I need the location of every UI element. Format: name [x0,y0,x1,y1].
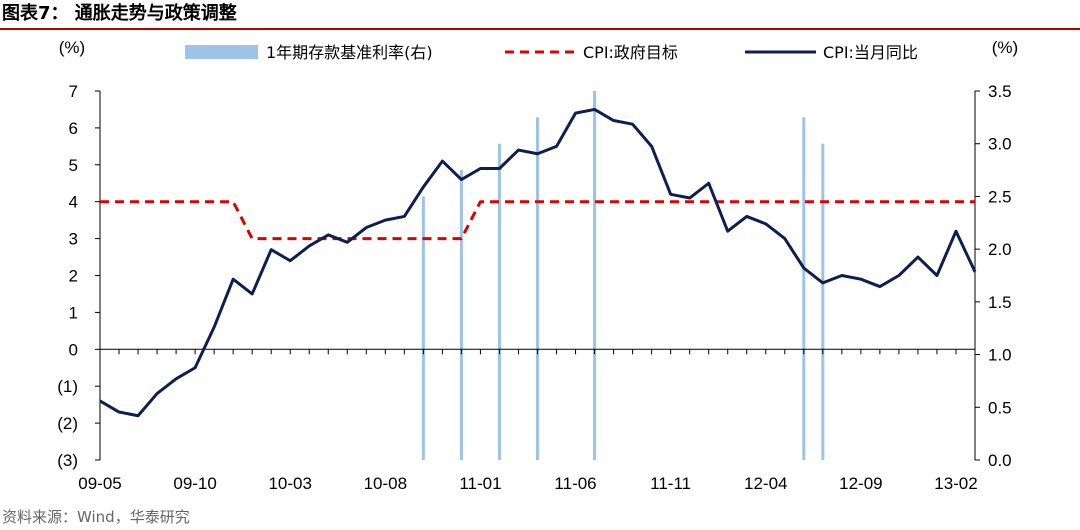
right-axis-unit: (%) [992,38,1018,57]
left-tick-label: (3) [57,451,78,470]
right-tick-label: 0.0 [988,451,1012,470]
rate-bar [421,196,425,460]
rate-bar [497,143,501,460]
x-tick-label: 12-04 [744,474,787,493]
x-tick-label: 10-08 [364,474,407,493]
legend-label: CPI:政府目标 [583,43,678,62]
left-tick-label: 1 [69,303,78,322]
x-tick-label: 11-11 [650,474,691,493]
legend: 1年期存款基准利率(右) CPI:政府目标 CPI:当月同比 [185,43,918,62]
x-tick-label: 10-03 [268,474,311,493]
legend-label: CPI:当月同比 [823,43,918,62]
right-tick-label: 0.5 [988,398,1012,417]
legend-label: 1年期存款基准利率(右) [266,43,433,62]
right-tick-label: 3.0 [988,135,1012,154]
chart-title: 图表7： 通胀走势与政策调整 [0,0,1080,30]
left-tick-label: (1) [57,377,78,396]
left-tick-label: (2) [57,414,78,433]
cpi-yoy-line [99,107,977,418]
right-tick-label: 3.5 [988,82,1012,101]
cpi-target-line [100,200,975,241]
left-tick-label: 7 [69,82,78,101]
source-note: 资料来源：Wind，华泰研究 [2,508,190,526]
left-tick-label: 5 [69,156,78,175]
rate-bar [459,170,463,461]
left-tick-label: 3 [69,230,78,249]
right-tick-label: 2.0 [988,240,1012,259]
rate-bar [593,91,597,460]
rate-bars [421,91,825,461]
left-tick-label: 6 [69,119,78,138]
x-tick-label: 11-06 [554,474,596,493]
rate-bar [802,117,806,460]
x-tick-label: 13-02 [934,474,977,493]
right-tick-label: 1.0 [988,346,1012,365]
left-tick-label: 2 [69,267,78,286]
left-tick-label: 4 [69,193,78,212]
x-tick-label: 09-05 [78,474,121,493]
chart-svg: (3) (2) (1) 0 1 2 3 4 5 6 7 (%) 0.0 0.5 1.0 1.5 2.0 2.5 3.… [57,38,1018,493]
series-lines [99,107,977,418]
x-tick-label: 12-09 [839,474,882,493]
right-tick-label: 1.5 [988,293,1012,312]
left-tick-label: 0 [69,340,78,359]
right-tick-label: 2.5 [988,187,1012,206]
rate-bar [821,143,825,460]
x-tick-label: 09-10 [173,474,216,493]
rate-bar [536,117,539,460]
axes: (3) (2) (1) 0 1 2 3 4 5 6 7 (%) 0.0 0.5 1.0 1.5 2.0 2.5 3.… [57,38,1018,493]
legend-swatch-rate [185,45,258,59]
x-tick-label: 11-01 [459,474,501,493]
left-axis-unit: (%) [59,38,85,57]
